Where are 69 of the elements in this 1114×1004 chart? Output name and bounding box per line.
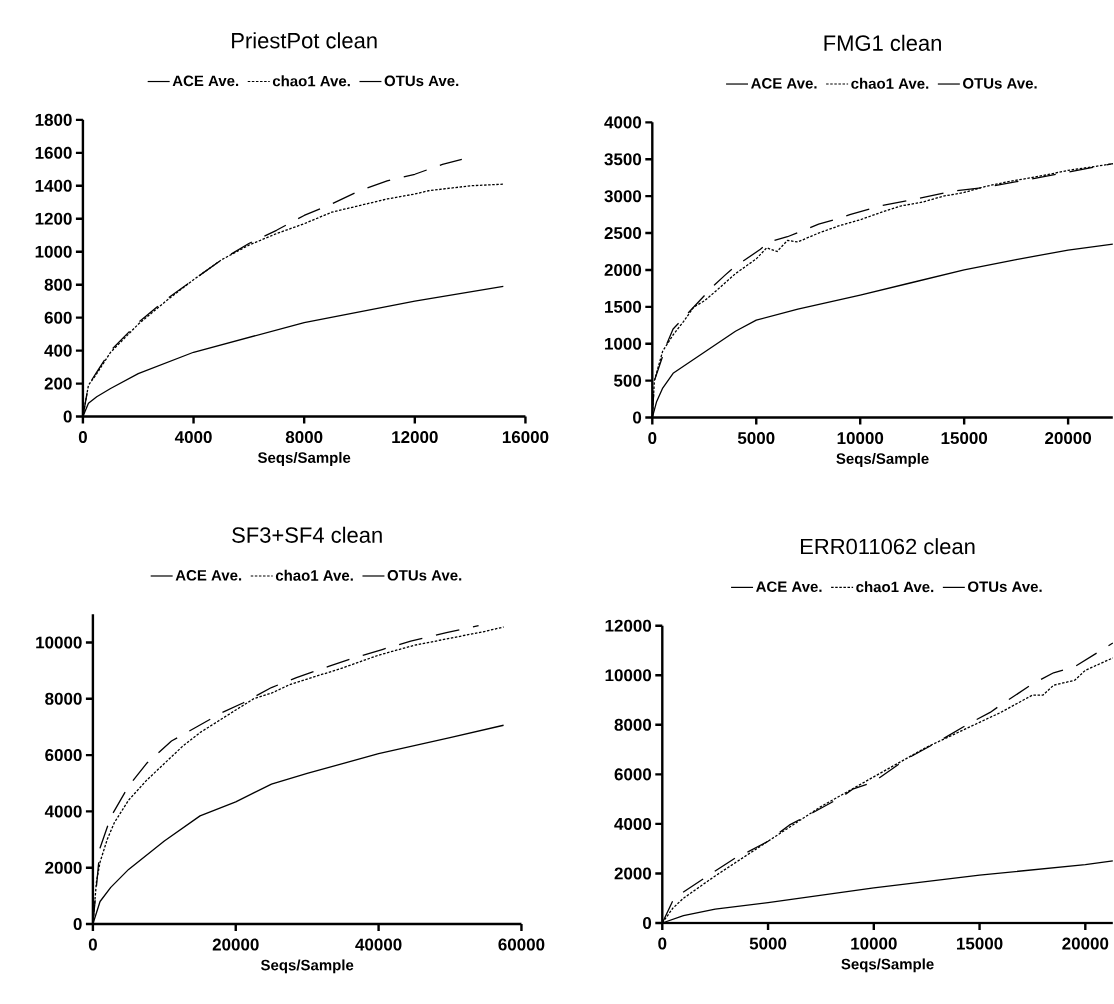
x-tick-label: 12000: [392, 431, 438, 444]
y-tick-label: 10000: [36, 636, 82, 649]
y-tick-label: 3500: [604, 153, 642, 166]
x-tick-label: 20000: [1045, 432, 1092, 445]
legend-label: ACE Ave.: [175, 570, 242, 581]
y-tick-label: 8000: [614, 718, 652, 731]
legend-label: chao1 Ave.: [275, 569, 353, 581]
y-tick-label: 2000: [614, 867, 652, 880]
x-tick-label: 16000: [502, 431, 549, 444]
legend-label: OTUs Ave.: [963, 78, 1037, 89]
legend-label: ACE Ave.: [751, 78, 817, 89]
x-axis-title: Seqs/Sample: [260, 959, 354, 974]
y-tick-label: 10000: [605, 669, 652, 682]
x-tick-label: 0: [658, 937, 667, 950]
legend-label: OTUs Ave.: [968, 581, 1042, 593]
legend-label: ACE Ave.: [756, 581, 822, 593]
y-tick-label: 2000: [45, 861, 82, 874]
x-axis-title: Seqs/Sample: [257, 451, 351, 466]
y-tick-label: 600: [44, 311, 72, 324]
y-tick-label: 1000: [605, 337, 642, 350]
legend-label: chao1 Ave.: [272, 75, 350, 87]
chart-title: ERR011062 clean: [800, 538, 975, 555]
y-tick-label: 8000: [45, 692, 82, 705]
legend-label: OTUs Ave.: [384, 75, 459, 87]
y-tick-label: 6000: [614, 768, 652, 781]
y-tick-label: 0: [633, 411, 642, 424]
x-tick-label: 15000: [957, 937, 1003, 950]
x-tick-label: 5000: [737, 432, 775, 445]
y-tick-label: 3000: [604, 190, 642, 203]
x-tick-label: 10000: [851, 937, 897, 950]
x-tick-label: 10000: [837, 432, 884, 445]
y-tick-label: 0: [73, 918, 82, 931]
y-tick-label: 1600: [35, 146, 72, 159]
x-tick-label: 8000: [285, 431, 323, 444]
x-tick-label: 4000: [174, 431, 212, 444]
y-tick-label: 4000: [604, 116, 642, 129]
x-tick-label: 20000: [212, 938, 259, 951]
y-tick-label: 2500: [604, 227, 642, 240]
x-tick-label: 60000: [498, 938, 545, 951]
y-tick-label: 1000: [35, 245, 72, 258]
x-tick-label: 20000: [1062, 937, 1109, 950]
y-tick-label: 1500: [605, 300, 642, 313]
x-tick-label: 0: [88, 938, 97, 951]
x-tick-label: 40000: [355, 938, 402, 951]
legend-label: chao1 Ave.: [851, 77, 929, 89]
x-tick-label: 15000: [941, 432, 988, 445]
y-tick-label: 4000: [614, 817, 652, 830]
y-tick-label: 800: [44, 278, 72, 291]
x-tick-label: 5000: [749, 937, 787, 950]
chart-title: PriestPot clean: [232, 32, 377, 49]
y-tick-label: 0: [63, 410, 72, 423]
y-tick-label: 200: [44, 377, 72, 390]
chart-title: SF3+SF4 clean: [232, 526, 382, 543]
x-axis-title: Seqs/Sample: [841, 958, 934, 973]
y-tick-label: 1400: [35, 179, 72, 192]
x-axis-title: Seqs/Sample: [836, 452, 929, 467]
y-tick-label: 1800: [35, 113, 72, 126]
legend-label: OTUs Ave.: [387, 570, 462, 581]
y-tick-label: 500: [613, 374, 642, 387]
y-tick-label: 6000: [45, 749, 82, 762]
y-tick-label: 12000: [605, 619, 652, 632]
y-tick-label: 400: [44, 344, 72, 357]
legend-label: chao1 Ave.: [856, 581, 934, 593]
y-tick-label: 1200: [35, 212, 72, 225]
legend-label: ACE Ave.: [172, 75, 239, 87]
y-tick-label: 0: [643, 917, 652, 930]
chart-title: FMG1 clean: [824, 34, 941, 51]
y-tick-label: 4000: [44, 805, 82, 818]
y-tick-label: 2000: [604, 263, 642, 277]
